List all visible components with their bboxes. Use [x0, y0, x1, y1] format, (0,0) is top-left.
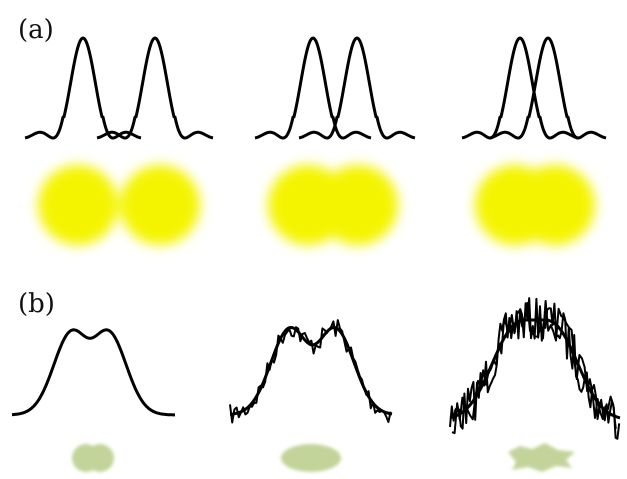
spot [120, 165, 200, 245]
figure: (a) (b) [0, 0, 627, 479]
spot [38, 165, 118, 245]
spot [86, 444, 114, 472]
spot [318, 165, 398, 245]
spot [281, 444, 341, 472]
spot [515, 165, 595, 245]
panel-label: (b) [18, 289, 55, 319]
panel-label: (a) [18, 15, 54, 45]
